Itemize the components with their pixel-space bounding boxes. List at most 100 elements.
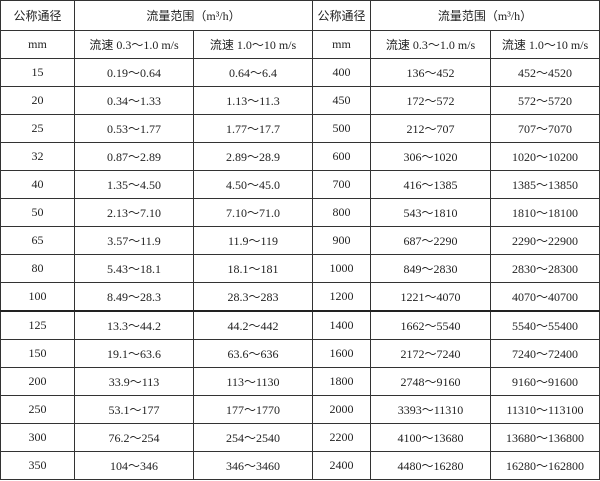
- cell-flow-low: 3.57～11.9: [74, 226, 194, 255]
- header-velocity-low: 流速 0.3～1.0 m/s: [370, 30, 491, 59]
- header-nominal-diameter: 公称通径: [0, 0, 75, 31]
- cell-flow-low: 0.87～2.89: [74, 142, 194, 171]
- cell-flow-low: 8.49～28.3: [74, 282, 194, 312]
- cell-flow-low: 2.13～7.10: [74, 198, 194, 227]
- cell-flow-low: 2748～9160: [370, 367, 491, 396]
- table-row: 300 76.2～254 254～2540 2200 4100～13680 13680～1…: [0, 423, 600, 452]
- header-velocity-high: 流速 1.0～10 m/s: [490, 30, 600, 59]
- table-row: 32 0.87～2.89 2.89～28.9 600 306～1020 1020～1020…: [0, 142, 600, 171]
- cell-diameter: 25: [0, 114, 75, 143]
- cell-flow-low: 5.43～18.1: [74, 254, 194, 283]
- cell-diameter: 1600: [312, 339, 371, 368]
- cell-flow-low: 0.19～0.64: [74, 58, 194, 87]
- cell-flow-high: 11310～113100: [490, 395, 600, 424]
- cell-diameter: 800: [312, 198, 371, 227]
- cell-flow-low: 33.9～113: [74, 367, 194, 396]
- cell-diameter: 250: [0, 395, 75, 424]
- table-row: 80 5.43～18.1 18.1～181 1000 849～2830 2830～2830…: [0, 254, 600, 283]
- cell-flow-high: 9160～91600: [490, 367, 600, 396]
- cell-flow-low: 543～1810: [370, 198, 491, 227]
- header-unit: mm: [312, 30, 371, 59]
- cell-flow-low: 0.53～1.77: [74, 114, 194, 143]
- cell-flow-low: 849～2830: [370, 254, 491, 283]
- subheader-row: mm 流速 0.3～1.0 m/s 流速 1.0～10 m/s mm 流速 0.…: [0, 30, 600, 59]
- cell-diameter: 50: [0, 198, 75, 227]
- cell-flow-low: 19.1～63.6: [74, 339, 194, 368]
- cell-flow-high: 28.3～283: [193, 282, 313, 312]
- cell-diameter: 40: [0, 170, 75, 199]
- table-row: 150 19.1～63.6 63.6～636 1600 2172～7240 7240～72…: [0, 339, 600, 368]
- cell-diameter: 2200: [312, 423, 371, 452]
- cell-flow-low: 104～346: [74, 451, 194, 480]
- cell-diameter: 450: [312, 86, 371, 115]
- cell-flow-high: 1385～13850: [490, 170, 600, 199]
- cell-flow-high: 4.50～45.0: [193, 170, 313, 199]
- cell-flow-high: 707～7070: [490, 114, 600, 143]
- cell-diameter: 32: [0, 142, 75, 171]
- cell-diameter: 400: [312, 58, 371, 87]
- cell-flow-high: 2830～28300: [490, 254, 600, 283]
- cell-flow-low: 1221～4070: [370, 282, 491, 312]
- cell-diameter: 2000: [312, 395, 371, 424]
- cell-flow-low: 53.1～177: [74, 395, 194, 424]
- cell-flow-low: 3393～11310: [370, 395, 491, 424]
- cell-flow-low: 76.2～254: [74, 423, 194, 452]
- cell-flow-high: 4070～40700: [490, 282, 600, 312]
- cell-diameter: 500: [312, 114, 371, 143]
- table-row: 50 2.13～7.10 7.10～71.0 800 543～1810 1810～1810…: [0, 198, 600, 227]
- cell-flow-high: 346～3460: [193, 451, 313, 480]
- cell-flow-high: 5540～55400: [490, 310, 600, 340]
- cell-flow-high: 7.10～71.0: [193, 198, 313, 227]
- cell-flow-low: 2172～7240: [370, 339, 491, 368]
- cell-flow-high: 18.1～181: [193, 254, 313, 283]
- cell-diameter: 20: [0, 86, 75, 115]
- cell-flow-low: 4480～16280: [370, 451, 491, 480]
- header-nominal-diameter: 公称通径: [312, 0, 371, 31]
- cell-diameter: 700: [312, 170, 371, 199]
- table-row: 350 104～346 346～3460 2400 4480～16280 16280～16…: [0, 451, 600, 480]
- cell-diameter: 1200: [312, 282, 371, 312]
- cell-flow-high: 13680～136800: [490, 423, 600, 452]
- cell-diameter: 100: [0, 282, 75, 312]
- header-unit: mm: [0, 30, 75, 59]
- table-row: 125 13.3～44.2 44.2～442 1400 1662～5540 5540～55…: [0, 310, 600, 340]
- cell-flow-high: 1020～10200: [490, 142, 600, 171]
- cell-flow-high: 7240～72400: [490, 339, 600, 368]
- cell-flow-high: 113～1130: [193, 367, 313, 396]
- cell-flow-low: 0.34～1.33: [74, 86, 194, 115]
- cell-flow-low: 4100～13680: [370, 423, 491, 452]
- cell-diameter: 600: [312, 142, 371, 171]
- cell-flow-high: 2290～22900: [490, 226, 600, 255]
- cell-diameter: 1000: [312, 254, 371, 283]
- cell-flow-low: 172～572: [370, 86, 491, 115]
- cell-flow-low: 306～1020: [370, 142, 491, 171]
- header-flow-range: 流量范围（m³/h）: [370, 0, 600, 31]
- cell-diameter: 150: [0, 339, 75, 368]
- cell-diameter: 300: [0, 423, 75, 452]
- cell-diameter: 15: [0, 58, 75, 87]
- cell-flow-low: 687～2290: [370, 226, 491, 255]
- table-row: 100 8.49～28.3 28.3～283 1200 1221～4070 4070～40…: [0, 282, 600, 312]
- cell-flow-high: 572～5720: [490, 86, 600, 115]
- table-row: 40 1.35～4.50 4.50～45.0 700 416～1385 1385～1385…: [0, 170, 600, 199]
- cell-diameter: 2400: [312, 451, 371, 480]
- cell-diameter: 125: [0, 310, 75, 340]
- cell-flow-low: 212～707: [370, 114, 491, 143]
- cell-flow-high: 44.2～442: [193, 310, 313, 340]
- cell-diameter: 1400: [312, 310, 371, 340]
- header-row: 公称通径 流量范围（m³/h） 公称通径 流量范围（m³/h）: [0, 0, 600, 31]
- table-row: 25 0.53～1.77 1.77～17.7 500 212～707 707～7070: [0, 114, 600, 143]
- header-velocity-high: 流速 1.0～10 m/s: [193, 30, 313, 59]
- cell-flow-low: 416～1385: [370, 170, 491, 199]
- cell-flow-high: 1.13～11.3: [193, 86, 313, 115]
- cell-flow-low: 13.3～44.2: [74, 310, 194, 340]
- cell-flow-low: 1662～5540: [370, 310, 491, 340]
- cell-diameter: 80: [0, 254, 75, 283]
- cell-flow-high: 63.6～636: [193, 339, 313, 368]
- table-row: 250 53.1～177 177～1770 2000 3393～11310 11310～1…: [0, 395, 600, 424]
- cell-flow-low: 136～452: [370, 58, 491, 87]
- table-row: 200 33.9～113 113～1130 1800 2748～9160 9160～916…: [0, 367, 600, 396]
- cell-diameter: 350: [0, 451, 75, 480]
- cell-flow-high: 2.89～28.9: [193, 142, 313, 171]
